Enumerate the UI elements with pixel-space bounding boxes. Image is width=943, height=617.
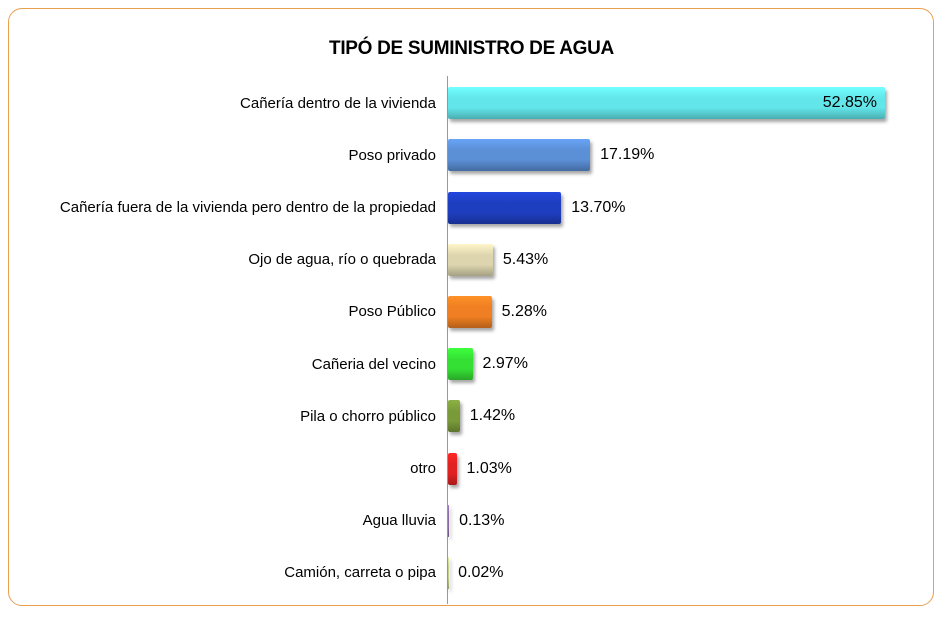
category-label: Cañeria del vecino (311, 355, 436, 373)
value-label: 0.02% (458, 563, 504, 581)
category-label-row: Poso privado (18, 129, 436, 181)
category-label-row: Poso Público (18, 286, 436, 338)
category-label-row: Ojo de agua, río o quebrada (18, 234, 436, 286)
value-label: 0.13% (459, 511, 505, 529)
value-label: 1.03% (466, 459, 512, 477)
category-label: Poso privado (348, 146, 436, 164)
bar (448, 295, 492, 328)
bar (448, 504, 450, 537)
bar (448, 243, 493, 276)
value-label: 13.70% (571, 198, 626, 216)
category-label: Poso Público (348, 303, 436, 321)
chart-title: TIPÓ DE SUMINISTRO DE AGUA (329, 38, 614, 59)
category-label: Ojo de agua, río o quebrada (248, 251, 436, 269)
chart-frame (8, 8, 934, 606)
category-label: Pila o chorro público (300, 407, 436, 425)
bar (448, 348, 473, 381)
bar (448, 400, 460, 433)
category-label-row: Cañería dentro de la vivienda (18, 77, 436, 129)
bar (448, 452, 457, 485)
category-label: Cañería fuera de la vivienda pero dentro… (59, 199, 436, 216)
bar (448, 556, 449, 589)
value-label: 5.43% (502, 250, 549, 268)
category-label: otro (410, 460, 436, 477)
category-label-row: otro (18, 443, 436, 495)
value-label: 5.28% (501, 302, 548, 320)
category-label-row: Cañería fuera de la vivienda pero dentro… (18, 182, 436, 234)
category-axis (447, 76, 448, 604)
bar (448, 87, 885, 120)
category-label-row: Agua lluvia (18, 495, 436, 547)
category-label-row: Pila o chorro público (18, 390, 436, 442)
category-label-row: Camión, carreta o pipa (18, 547, 436, 599)
value-label: 1.42% (469, 407, 516, 425)
value-label: 52.85% (822, 94, 877, 112)
category-label: Camión, carreta o pipa (284, 564, 436, 582)
bar (448, 191, 562, 224)
value-label: 2.97% (482, 355, 528, 373)
category-label-row: Cañeria del vecino (18, 338, 436, 390)
category-label: Agua lluvia (362, 512, 436, 530)
category-label: Cañería dentro de la vivienda (240, 94, 436, 112)
value-label: 17.19% (600, 146, 655, 164)
bar (448, 139, 591, 172)
